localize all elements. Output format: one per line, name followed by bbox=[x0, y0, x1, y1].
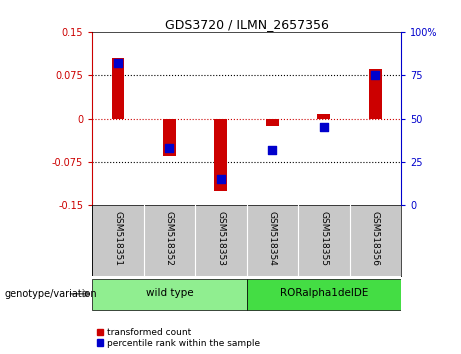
Text: GSM518351: GSM518351 bbox=[113, 211, 123, 266]
Point bbox=[114, 60, 122, 66]
Bar bbox=[247, 279, 401, 310]
Text: GSM518355: GSM518355 bbox=[319, 211, 328, 266]
Bar bbox=[163, 119, 176, 156]
Title: GDS3720 / ILMN_2657356: GDS3720 / ILMN_2657356 bbox=[165, 18, 329, 31]
Legend: transformed count, percentile rank within the sample: transformed count, percentile rank withi… bbox=[97, 328, 260, 348]
Point bbox=[217, 176, 225, 182]
Text: GSM518353: GSM518353 bbox=[216, 211, 225, 266]
Point bbox=[269, 147, 276, 153]
Bar bbox=[214, 119, 227, 191]
Bar bbox=[369, 69, 382, 119]
Text: GSM518356: GSM518356 bbox=[371, 211, 380, 266]
Text: GSM518354: GSM518354 bbox=[268, 211, 277, 266]
Text: genotype/variation: genotype/variation bbox=[5, 289, 97, 299]
Text: wild type: wild type bbox=[146, 288, 193, 298]
Bar bbox=[112, 58, 124, 119]
Point bbox=[166, 145, 173, 151]
Bar bbox=[266, 119, 279, 126]
Point bbox=[320, 125, 327, 130]
Text: RORalpha1delDE: RORalpha1delDE bbox=[280, 288, 368, 298]
Text: GSM518352: GSM518352 bbox=[165, 211, 174, 266]
Point bbox=[372, 73, 379, 78]
Bar bbox=[318, 114, 330, 119]
Bar bbox=[92, 279, 247, 310]
